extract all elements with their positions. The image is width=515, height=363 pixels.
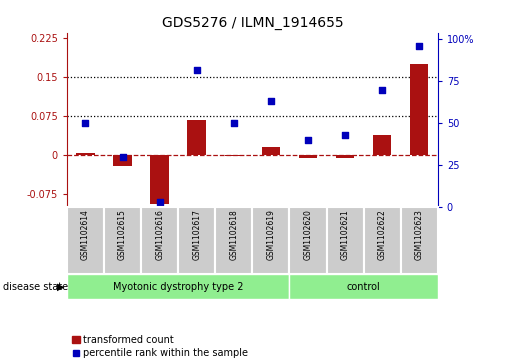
Point bbox=[230, 120, 238, 126]
Bar bbox=[401, 207, 438, 274]
Bar bbox=[410, 64, 428, 155]
Bar bbox=[178, 207, 215, 274]
Text: GSM1102618: GSM1102618 bbox=[229, 209, 238, 260]
Text: GSM1102614: GSM1102614 bbox=[81, 209, 90, 260]
Text: control: control bbox=[347, 282, 381, 292]
Text: disease state: disease state bbox=[3, 282, 67, 292]
Point bbox=[341, 132, 349, 138]
Text: GSM1102617: GSM1102617 bbox=[192, 209, 201, 260]
Text: Myotonic dystrophy type 2: Myotonic dystrophy type 2 bbox=[113, 282, 244, 292]
Bar bbox=[373, 135, 391, 155]
Text: GSM1102623: GSM1102623 bbox=[415, 209, 424, 260]
Title: GDS5276 / ILMN_1914655: GDS5276 / ILMN_1914655 bbox=[162, 16, 343, 30]
Bar bbox=[187, 119, 206, 155]
Legend: transformed count, percentile rank within the sample: transformed count, percentile rank withi… bbox=[72, 335, 248, 358]
Point bbox=[267, 98, 275, 104]
Text: GSM1102619: GSM1102619 bbox=[266, 209, 276, 260]
Point bbox=[415, 43, 423, 49]
Bar bbox=[364, 207, 401, 274]
Point bbox=[304, 137, 312, 143]
Point bbox=[378, 87, 386, 93]
Bar bbox=[252, 207, 289, 274]
Bar bbox=[104, 207, 141, 274]
Bar bbox=[289, 274, 438, 299]
Bar bbox=[225, 155, 243, 156]
Point bbox=[118, 154, 127, 160]
Bar bbox=[289, 207, 327, 274]
Text: GSM1102622: GSM1102622 bbox=[377, 209, 387, 260]
Text: GSM1102621: GSM1102621 bbox=[340, 209, 350, 260]
Text: ▶: ▶ bbox=[57, 282, 64, 292]
Text: GSM1102616: GSM1102616 bbox=[155, 209, 164, 260]
Bar bbox=[215, 207, 252, 274]
Point bbox=[193, 67, 201, 73]
Text: GSM1102620: GSM1102620 bbox=[303, 209, 313, 260]
Bar bbox=[141, 207, 178, 274]
Bar bbox=[327, 207, 364, 274]
Point bbox=[156, 199, 164, 205]
Bar bbox=[336, 155, 354, 158]
Bar bbox=[299, 155, 317, 158]
Bar bbox=[113, 155, 132, 166]
Bar bbox=[76, 153, 95, 155]
Text: GSM1102615: GSM1102615 bbox=[118, 209, 127, 260]
Point bbox=[81, 120, 90, 126]
Bar bbox=[67, 207, 104, 274]
Bar bbox=[67, 274, 289, 299]
Bar bbox=[150, 155, 169, 204]
Bar bbox=[262, 147, 280, 155]
